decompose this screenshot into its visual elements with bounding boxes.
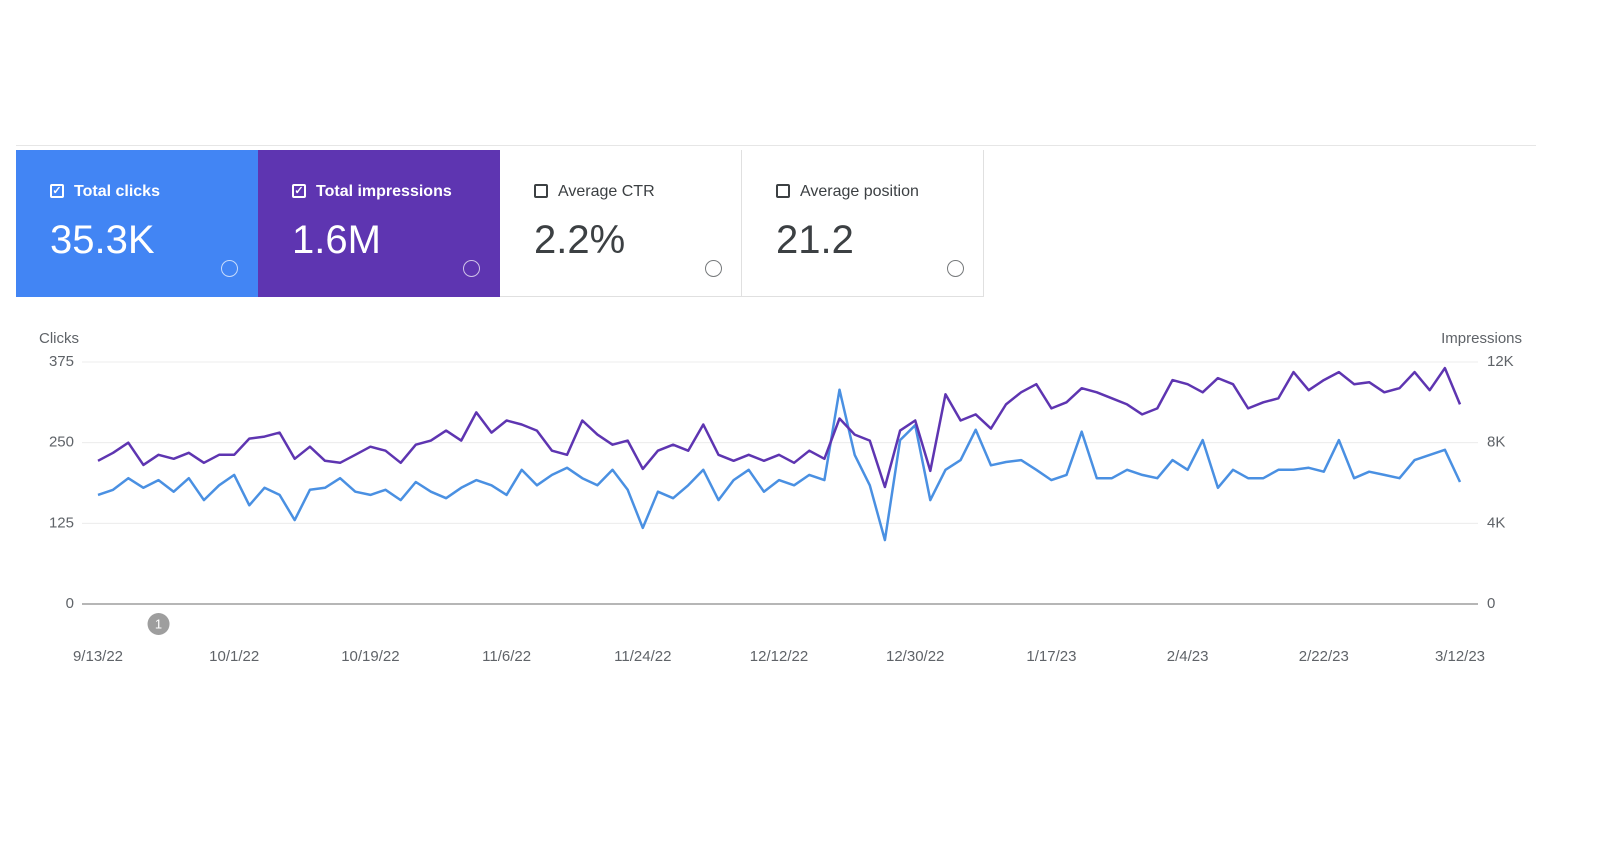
- x-tick-label: 10/19/22: [341, 648, 399, 665]
- x-tick-label: 2/4/23: [1167, 648, 1209, 665]
- y2-tick-label: 8K: [1487, 434, 1505, 451]
- y-tick-label: 375: [49, 353, 74, 370]
- info-icon: [221, 260, 238, 277]
- metric-card[interactable]: Average CTR 2.2%: [500, 150, 742, 297]
- y2-tick-label: 4K: [1487, 514, 1505, 531]
- x-tick-label: 2/22/23: [1299, 648, 1349, 665]
- checkbox[interactable]: ✓: [292, 184, 306, 198]
- metric-value: 1.6M: [292, 218, 381, 262]
- metric-card[interactable]: ✓ Total impressions 1.6M: [258, 150, 500, 297]
- series-line: [97, 388, 1462, 542]
- x-tick-label: 12/12/22: [750, 648, 808, 665]
- annotation-text: 1: [155, 616, 162, 631]
- info-icon: [705, 260, 722, 277]
- x-tick-label: 11/6/22: [482, 648, 531, 665]
- metric-value: 35.3K: [50, 218, 155, 262]
- x-tick-label: 11/24/22: [614, 648, 671, 665]
- series-line: [97, 366, 1462, 489]
- info-icon: [463, 260, 480, 277]
- y-tick-label: 0: [66, 595, 74, 612]
- y2-axis-title: Impressions: [1441, 330, 1522, 347]
- checkbox[interactable]: ✓: [50, 184, 64, 198]
- y-axis-title: Clicks: [39, 330, 79, 347]
- checkbox[interactable]: [776, 184, 790, 198]
- checkbox[interactable]: [534, 184, 548, 198]
- x-tick-label: 9/13/22: [73, 648, 123, 665]
- y-tick-label: 125: [49, 514, 74, 531]
- x-tick-label: 10/1/22: [209, 648, 259, 665]
- metric-value: 2.2%: [534, 218, 626, 262]
- metric-cards: ✓ Total clicks 35.3K ✓ Total impressions 1.6M…: [16, 150, 984, 297]
- x-tick-label: 12/30/22: [886, 648, 944, 665]
- metric-value: 21.2: [776, 218, 854, 262]
- divider: [16, 145, 1536, 146]
- metric-card[interactable]: ✓ Total clicks 35.3K: [16, 150, 258, 297]
- metric-label: Average position: [800, 183, 919, 200]
- metric-label: Total impressions: [316, 183, 452, 200]
- annotation-marker[interactable]: [147, 613, 170, 635]
- y2-tick-label: 12K: [1487, 353, 1514, 370]
- metric-label: Total clicks: [74, 183, 160, 200]
- metric-card[interactable]: Average position 21.2: [742, 150, 984, 297]
- info-icon: [947, 260, 964, 277]
- x-tick-label: 3/12/23: [1435, 648, 1485, 665]
- y-tick-label: 250: [49, 434, 74, 451]
- x-tick-label: 1/17/23: [1026, 648, 1076, 665]
- y2-tick-label: 0: [1487, 595, 1495, 612]
- metric-label: Average CTR: [558, 183, 655, 200]
